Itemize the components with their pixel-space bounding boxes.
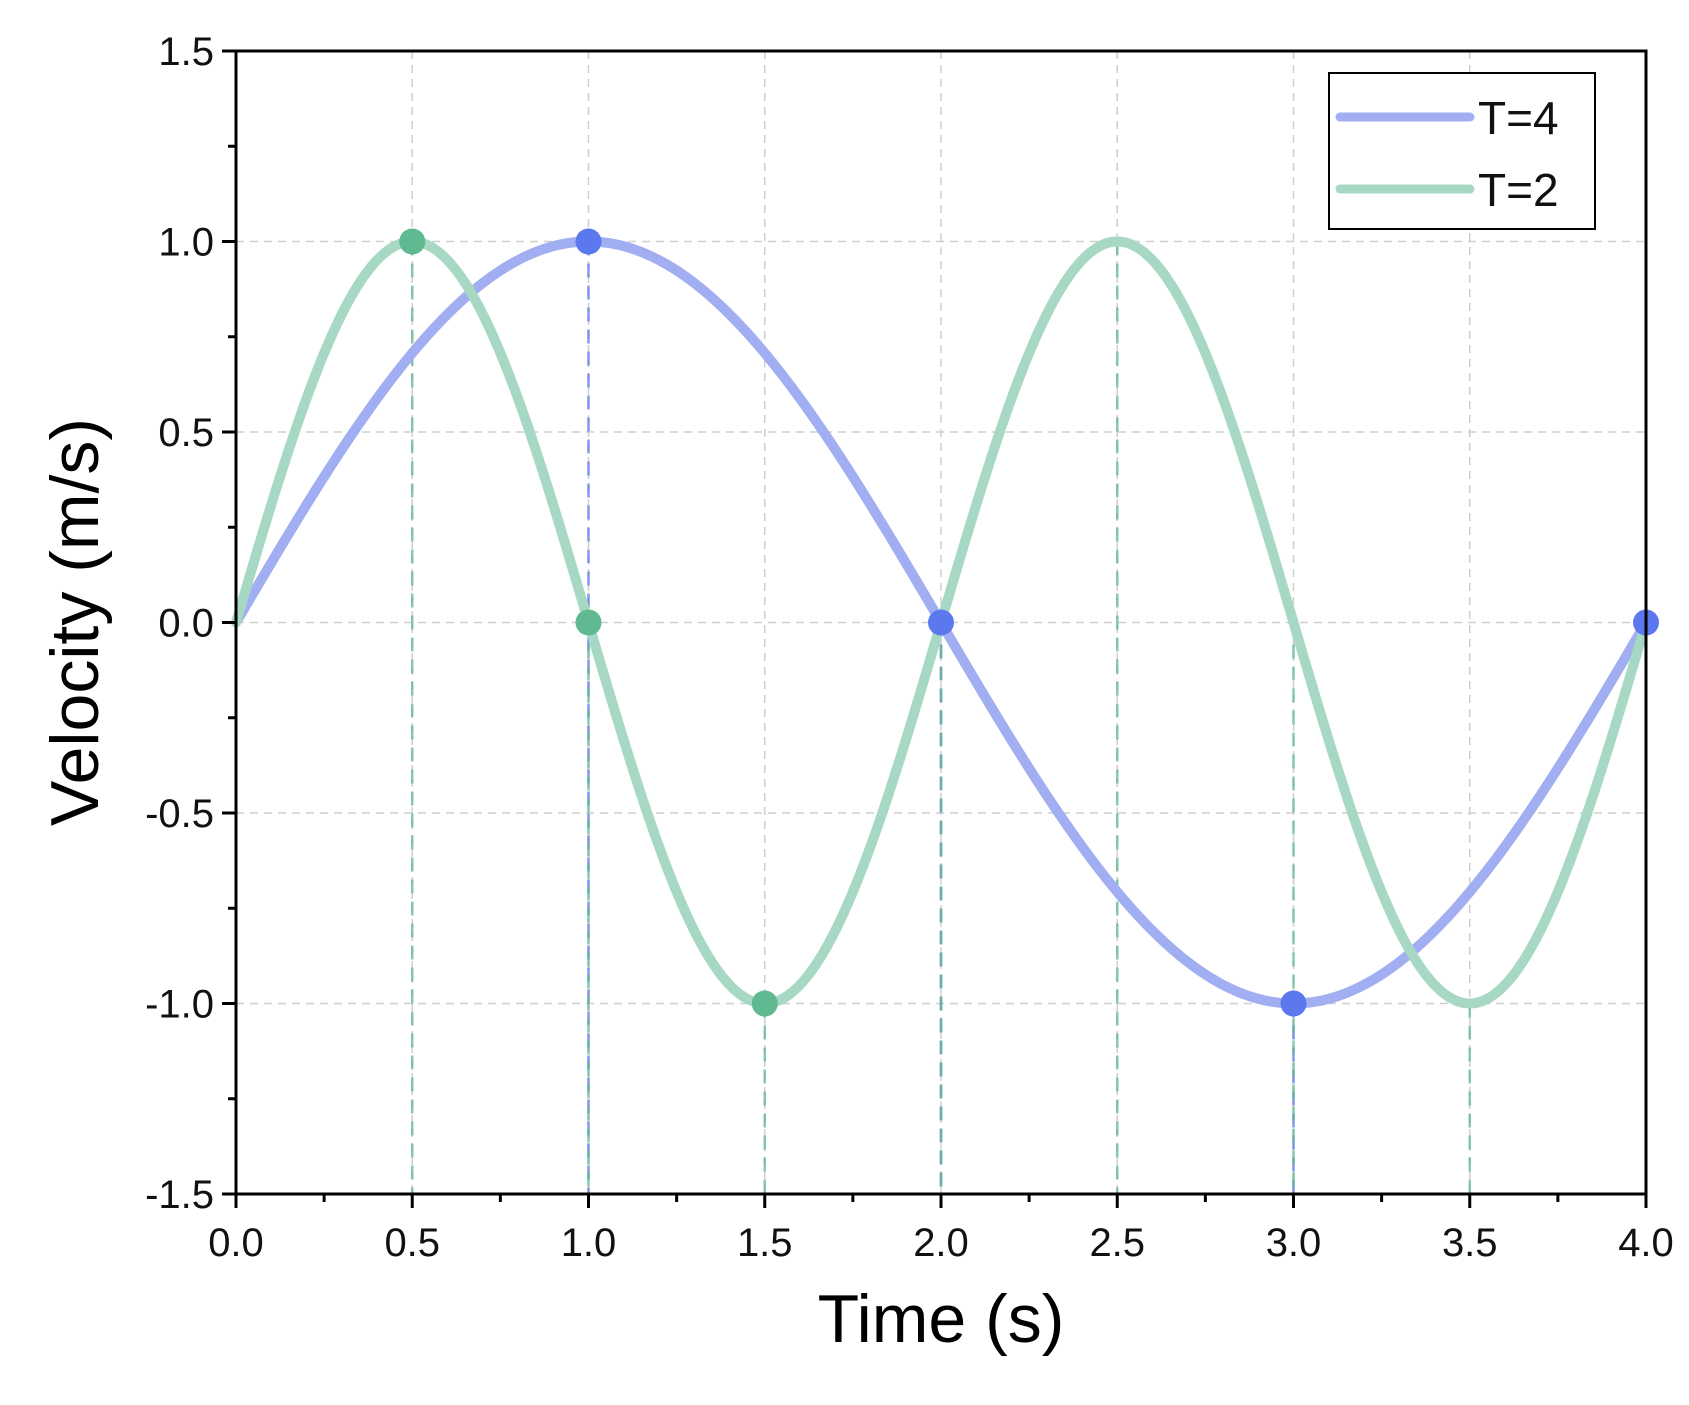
marker-s1-2 <box>751 990 778 1017</box>
legend: T=4 T=2 <box>1328 72 1596 230</box>
y-tick-labels: 1.5 1.0 0.5 0.0 -0.5 -1.0 -1.5 <box>145 30 214 1217</box>
x-tick-label-4: 2.0 <box>913 1221 969 1265</box>
x-tick-label-5: 2.5 <box>1089 1221 1145 1265</box>
marker-s0-0 <box>575 228 602 255</box>
series-markers <box>399 228 1659 1017</box>
y-tick-label-1: 1.0 <box>158 221 214 265</box>
legend-label-t4: T=4 <box>1478 92 1559 144</box>
x-tick-label-3: 1.5 <box>737 1221 793 1265</box>
axis-ticks <box>222 49 1648 1208</box>
legend-label-t2: T=2 <box>1478 164 1559 216</box>
y-tick-label-6: -1.5 <box>145 1173 214 1217</box>
y-tick-label-4: -0.5 <box>145 792 214 836</box>
x-tick-label-8: 4.0 <box>1618 1221 1674 1265</box>
marker-s1-1 <box>575 609 602 636</box>
marker-s0-1 <box>928 609 954 636</box>
marker-s0-2 <box>1280 990 1307 1017</box>
x-tick-label-7: 3.5 <box>1442 1221 1498 1265</box>
y-tick-label-2: 0.5 <box>158 411 214 455</box>
x-tick-label-1: 0.5 <box>384 1221 440 1265</box>
y-tick-label-5: -1.0 <box>145 983 214 1027</box>
drop-lines <box>411 241 1471 1194</box>
x-tick-label-2: 1.0 <box>561 1221 617 1265</box>
x-tick-label-6: 3.0 <box>1266 1221 1322 1265</box>
y-tick-label-0: 1.5 <box>158 30 214 74</box>
legend-box <box>1328 72 1596 230</box>
x-axis-title: Time (s) <box>818 1281 1065 1357</box>
x-tick-label-0: 0.0 <box>208 1221 264 1265</box>
x-tick-labels: 0.0 0.5 1.0 1.5 2.0 2.5 3.0 3.5 4.0 <box>208 1221 1674 1265</box>
y-tick-label-3: 0.0 <box>158 602 214 646</box>
marker-s1-0 <box>399 228 426 255</box>
y-axis-title: Velocity (m/s) <box>37 418 113 826</box>
